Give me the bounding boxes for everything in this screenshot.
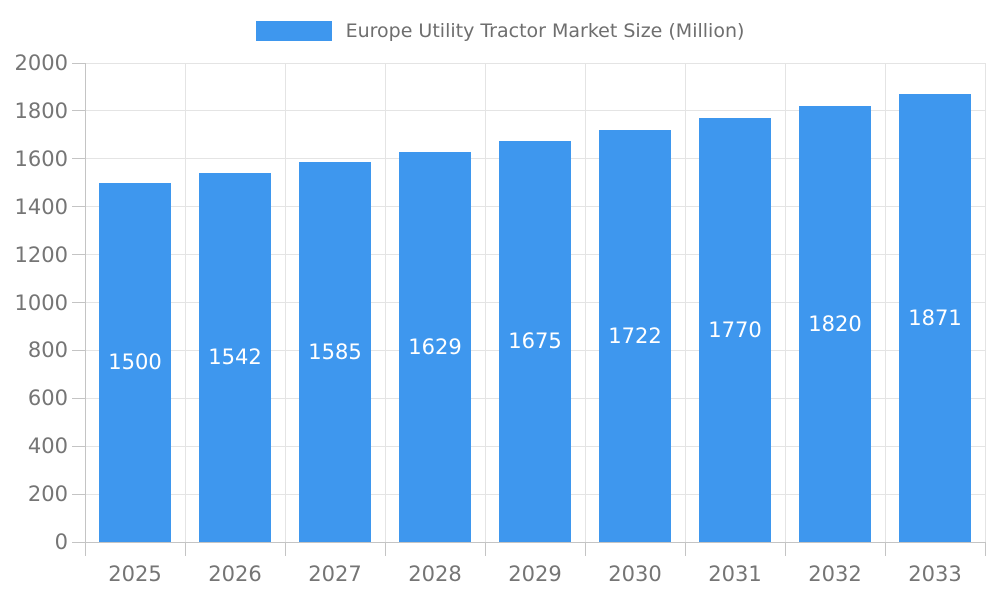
bar-2029[interactable]: 1675 <box>499 140 571 542</box>
y-axis-tick-1600 <box>72 158 85 160</box>
x-axis-label-2031: 2031 <box>708 562 762 586</box>
y-axis-label-1200: 1200 <box>14 242 68 267</box>
y-axis-label-800: 800 <box>27 338 68 363</box>
y-axis-tick-1000 <box>72 302 85 303</box>
gridline-h-2000 <box>85 62 985 64</box>
y-axis-tick-800 <box>72 349 85 351</box>
y-axis-tick-600 <box>72 397 85 399</box>
y-axis-tick-1800 <box>72 110 85 112</box>
y-axis-tick-1400 <box>72 206 85 208</box>
chart-legend-item[interactable]: Europe Utility Tractor Market Size (Mill… <box>0 20 1000 42</box>
x-axis-tick-6 <box>685 542 686 556</box>
gridline-v-4 <box>485 63 486 542</box>
gridline-h-1800 <box>85 110 985 112</box>
gridline-v-3 <box>385 63 386 542</box>
gridline-v-7 <box>785 63 786 542</box>
bar-value-2032: 1820 <box>808 312 862 337</box>
x-axis-tick-5 <box>585 542 586 556</box>
x-axis-label-2027: 2027 <box>308 562 362 586</box>
y-axis-tick-2000 <box>72 62 85 64</box>
x-axis-tick-7 <box>785 542 786 556</box>
x-axis-label-2026: 2026 <box>208 562 262 586</box>
bar-value-2029: 1675 <box>508 329 562 354</box>
bar-2032[interactable]: 1820 <box>799 106 871 542</box>
gridline-v-8 <box>885 63 886 542</box>
y-axis-tick-400 <box>72 445 85 447</box>
x-axis-label-2029: 2029 <box>508 562 562 586</box>
bar-2033[interactable]: 1871 <box>899 93 971 542</box>
gridline-v-2 <box>285 63 286 542</box>
legend-swatch <box>255 21 332 41</box>
y-axis-tick-1200 <box>72 254 85 256</box>
gridline-v-6 <box>685 63 686 542</box>
y-axis-label-1800: 1800 <box>14 98 68 123</box>
x-axis-label-2030: 2030 <box>608 562 662 586</box>
x-axis-tick-1 <box>185 542 186 556</box>
bar-value-2025: 1500 <box>108 350 162 375</box>
bar-value-2031: 1770 <box>708 318 762 343</box>
bar-2028[interactable]: 1629 <box>399 151 471 542</box>
x-axis-label-2025: 2025 <box>108 562 162 586</box>
bar-2031[interactable]: 1770 <box>699 118 771 542</box>
x-axis-line <box>72 542 985 543</box>
x-axis-tick-2 <box>285 542 286 556</box>
gridline-v-9 <box>985 63 986 542</box>
y-axis-label-2000: 2000 <box>14 51 68 75</box>
y-axis-label-1000: 1000 <box>14 290 68 315</box>
bar-value-2033: 1871 <box>908 305 962 330</box>
x-axis-tick-8 <box>885 542 886 556</box>
y-axis-line <box>85 63 86 556</box>
bar-2027[interactable]: 1585 <box>299 162 371 542</box>
x-axis-tick-4 <box>485 542 486 556</box>
x-axis-label-2032: 2032 <box>808 562 862 586</box>
y-axis-label-600: 600 <box>27 386 68 411</box>
bar-2026[interactable]: 1542 <box>199 172 271 542</box>
y-axis-tick-200 <box>72 493 85 495</box>
x-axis-label-2033: 2033 <box>908 562 962 586</box>
bar-value-2028: 1629 <box>408 334 462 359</box>
x-axis-tick-3 <box>385 542 386 556</box>
y-axis-label-0: 0 <box>54 530 68 554</box>
y-axis-label-1400: 1400 <box>14 194 68 219</box>
legend-label: Europe Utility Tractor Market Size (Mill… <box>345 20 745 42</box>
y-axis-label-200: 200 <box>27 482 68 507</box>
bar-value-2027: 1585 <box>308 340 362 365</box>
y-axis-label-1600: 1600 <box>14 146 68 171</box>
bar-value-2026: 1542 <box>208 345 262 370</box>
gridline-v-5 <box>585 63 586 542</box>
x-axis-tick-9 <box>985 542 986 556</box>
gridline-v-1 <box>185 63 186 542</box>
bar-value-2030: 1722 <box>608 323 662 348</box>
x-axis-label-2028: 2028 <box>408 562 462 586</box>
bar-2025[interactable]: 1500 <box>99 182 171 542</box>
y-axis-label-400: 400 <box>27 434 68 459</box>
bar-2030[interactable]: 1722 <box>599 129 671 542</box>
